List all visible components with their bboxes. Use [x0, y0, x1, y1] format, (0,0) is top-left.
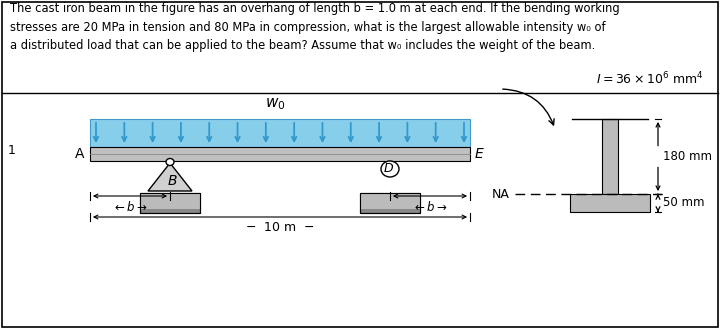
Text: $\leftarrow b \rightarrow$: $\leftarrow b \rightarrow$ [112, 200, 148, 214]
Polygon shape [148, 163, 192, 191]
Text: $\leftarrow b \rightarrow$: $\leftarrow b \rightarrow$ [413, 200, 448, 214]
Bar [360, 193, 420, 213]
Text: $w_0$: $w_0$ [265, 96, 285, 112]
Text: 1: 1 [8, 144, 16, 158]
Bar [90, 147, 470, 161]
Bar [570, 194, 650, 212]
Bar [140, 193, 200, 213]
Ellipse shape [166, 159, 174, 165]
Text: NA: NA [492, 188, 510, 200]
Bar [90, 119, 470, 147]
Bar [360, 193, 420, 209]
Text: $B$: $B$ [166, 174, 177, 188]
Ellipse shape [381, 161, 399, 177]
Bar [602, 119, 618, 194]
Bar [140, 193, 200, 209]
Text: $I = 36 \times 10^6$ mm$^4$: $I = 36 \times 10^6$ mm$^4$ [596, 70, 704, 87]
Text: 50 mm: 50 mm [663, 196, 704, 210]
Text: 180 mm: 180 mm [663, 150, 712, 163]
Bar [360, 193, 420, 213]
Bar [140, 193, 200, 213]
Text: $D$: $D$ [384, 163, 395, 175]
Text: The cast iron beam in the figure has an overhang of length b = 1.0 m at each end: The cast iron beam in the figure has an … [10, 2, 620, 52]
Text: E: E [475, 147, 484, 161]
Text: A: A [74, 147, 84, 161]
Text: $-$  10 m  $-$: $-$ 10 m $-$ [246, 221, 315, 234]
